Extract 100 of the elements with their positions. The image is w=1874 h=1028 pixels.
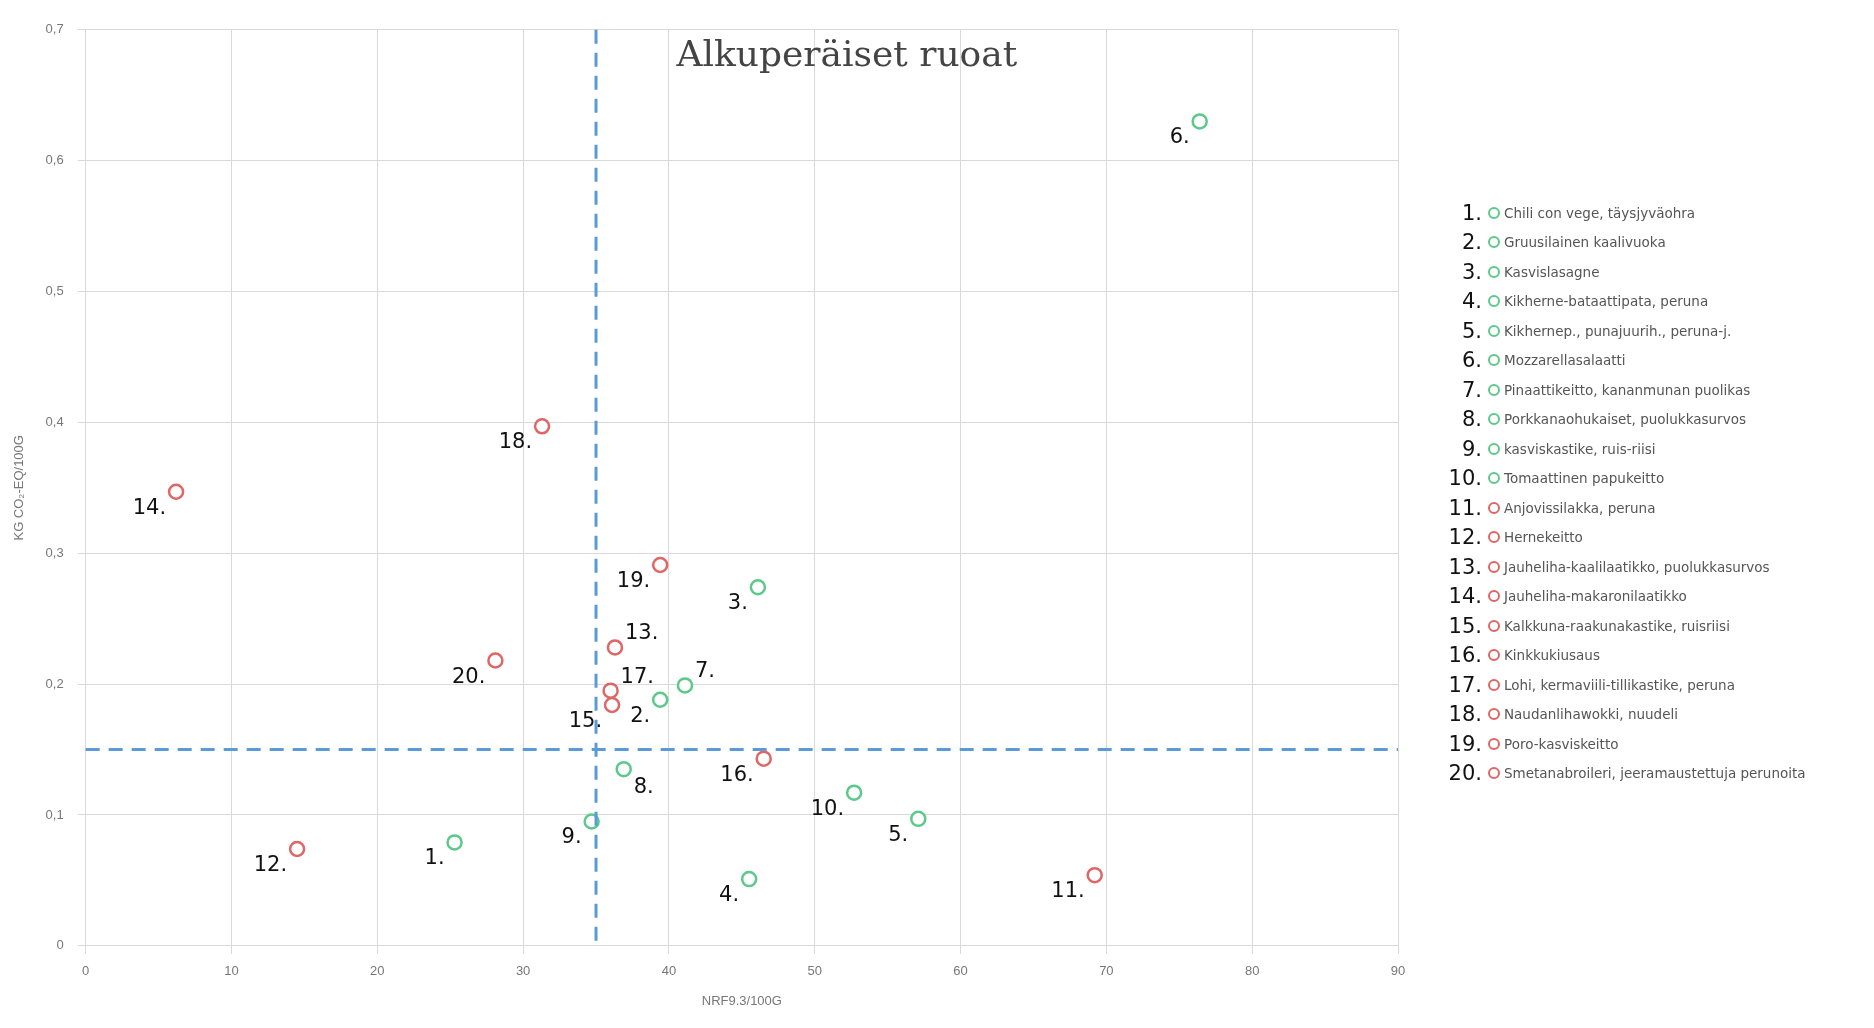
point [288,840,306,858]
y-tick-label: 0,7 [45,21,64,37]
text: 3. [1461,259,1482,284]
point [167,483,185,500]
point [651,691,669,709]
annotation: 8. [633,774,654,799]
text: 12. [1448,525,1482,550]
text: 16. [1448,643,1482,668]
chart-title: Alkuperäiset ruoat [675,32,1018,74]
legend-label: Mozzarellasalaatti [1504,352,1626,369]
legend-label: Porkkanaohukaiset, puolukkasurvos [1504,411,1746,428]
x-tick-label: 50 [807,963,822,979]
legend-label: Poro-kasviskeitto [1504,735,1619,752]
annotation: 4. [719,882,740,907]
annotation: 19. [616,568,651,593]
annotation: 18. [498,429,533,454]
text: 4. [1461,289,1482,314]
legend-label: Jauheliha-kaalilaatikko, puolukkasurvos [1504,558,1770,575]
annotation: 3. [727,590,748,615]
annotation: 9. [561,824,582,849]
legend-label: Hernekeitto [1504,529,1583,546]
y-tick-label: 0,5 [45,283,64,299]
legend-label: Lohi, kermaviili-tillikastike, peruna [1504,676,1735,693]
x-tick-label: 70 [1099,963,1114,979]
annotation: 1. [424,845,445,870]
x-tick-label: 80 [1244,963,1260,979]
legend-label: Jauheliha-makaronilaatikko [1504,588,1687,605]
legend-label: Naudanlihawokki, nuudeli [1504,706,1678,723]
text: 1. [1461,200,1482,225]
legend-label: Anjovissilakka, peruna [1504,499,1656,516]
annotation: 2. [630,702,651,727]
point [1191,113,1208,130]
x-tick-label: 10 [224,963,239,979]
legend-label: Smetanabroileri, jeeramaustettuja perunoita [1504,765,1806,782]
text: 2. [1461,230,1482,255]
annotation: 16. [720,761,754,786]
y-tick-label: 0,1 [45,806,64,822]
legend-label: Gruusilainen kaalivuoka [1504,234,1666,251]
annotation: 6. [1169,124,1190,149]
x-tick-label: 0 [82,963,90,979]
y-tick-label: 0 [56,937,64,953]
x-tick-label: 40 [661,963,677,979]
annotation: 13. [624,620,659,645]
point [740,870,758,888]
point [651,556,669,574]
text: 17. [1448,672,1482,697]
point [1086,866,1103,884]
y-tick-label: 0,3 [45,544,64,560]
legend-label: Kasvislasagne [1504,263,1600,280]
text: 8. [1461,407,1482,432]
y-tick-label: 0,2 [45,675,64,691]
y-tick-label: 0,4 [45,413,64,429]
annotation: 15. [568,708,603,733]
legend-label: Kikhernep., punajuurih., peruna-j. [1504,322,1732,339]
point [615,760,632,778]
annotation: 10. [810,795,845,820]
text: 9. [1461,436,1482,461]
x-tick-label: 60 [953,963,968,979]
legend-label: Tomaattinen papukeitto [1504,470,1665,487]
legend-label: Pinaattikeitto, kananmunan puolikas [1504,381,1751,398]
annotation: 7. [694,658,715,683]
legend-label: Kinkkukiusaus [1504,647,1600,664]
x-tick-label: 90 [1390,963,1406,979]
annotation: 11. [1051,878,1085,903]
x-tick-label: 30 [515,963,531,979]
legend-label: Kikherne-bataattipata, peruna [1504,293,1709,310]
legend-label: Kalkkuna-raakunakastike, ruisriisi [1504,617,1730,634]
annotation: 14. [132,494,167,519]
point [910,810,927,828]
point [602,682,619,699]
text: 11. [1448,495,1482,520]
text: 15. [1448,613,1482,638]
text: 6. [1461,348,1482,373]
text: 10. [1448,466,1482,491]
legend-label: kasviskastike, ruis-riisi [1504,440,1656,457]
y-tick-label: 0,6 [45,152,64,168]
point [533,418,551,435]
point [606,639,624,656]
text: 18. [1448,702,1482,727]
point [755,750,772,767]
legend-label: Chili con vege, täysjyväohra [1504,204,1696,221]
annotation: 12. [253,851,288,876]
text: 20. [1448,761,1482,786]
text: 14. [1448,584,1482,609]
x-tick-label: 20 [370,963,385,979]
annotation: 17. [620,663,654,688]
point [487,652,504,669]
point [749,579,767,596]
text: 19. [1448,731,1482,756]
text: 13. [1448,554,1482,579]
point [446,834,463,851]
text: 7. [1461,377,1482,402]
point [676,677,694,694]
y-axis-title: KG CO₂-EQ/100G [11,435,27,541]
point [603,696,621,714]
x-axis-title: NRF9.3/100G [701,992,782,1008]
annotation: 20. [452,663,486,688]
text: 5. [1461,318,1482,343]
point [845,784,863,801]
annotation: 5. [888,821,909,846]
